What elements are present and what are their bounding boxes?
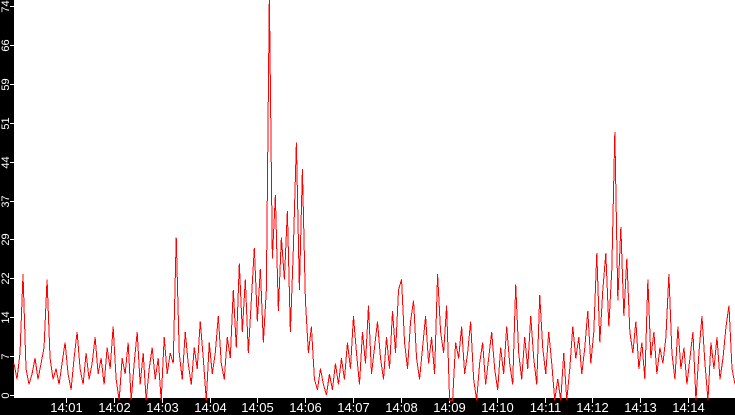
y-tick-label: 37 (0, 195, 12, 207)
y-axis-strip (0, 0, 14, 415)
y-tick-label: 51 (0, 117, 12, 129)
y-tick-label: 22 (0, 272, 12, 284)
x-tick-label: 14:11 (530, 400, 562, 415)
y-tick-label: 14 (0, 311, 12, 323)
x-tick-label: 14:08 (385, 400, 418, 415)
series-line (13, 0, 735, 401)
x-tick-label: 14:07 (337, 400, 370, 415)
y-tick-label: 7 (0, 353, 12, 359)
y-tick-label: 29 (0, 233, 12, 245)
y-tick-label: 59 (0, 78, 12, 90)
x-tick-label: 14:12 (576, 400, 609, 415)
x-tick-label: 14:14 (672, 400, 705, 415)
x-tick-label: 14:05 (241, 400, 274, 415)
y-tick-label: 66 (0, 39, 12, 51)
x-tick-label: 14:04 (194, 400, 227, 415)
x-tick-label: 14:13 (624, 400, 657, 415)
x-tick-label: 14:10 (481, 400, 514, 415)
x-tick-label: 14:09 (433, 400, 466, 415)
x-tick-label: 14:01 (50, 400, 83, 415)
x-axis-strip (0, 398, 735, 415)
x-tick-label: 14:03 (146, 400, 179, 415)
x-tick-label: 14:06 (289, 400, 322, 415)
x-tick-label: 14:02 (98, 400, 131, 415)
y-tick-label: 74 (0, 0, 12, 12)
y-tick-label: 0 (0, 392, 12, 398)
y-tick-label: 44 (0, 156, 12, 168)
